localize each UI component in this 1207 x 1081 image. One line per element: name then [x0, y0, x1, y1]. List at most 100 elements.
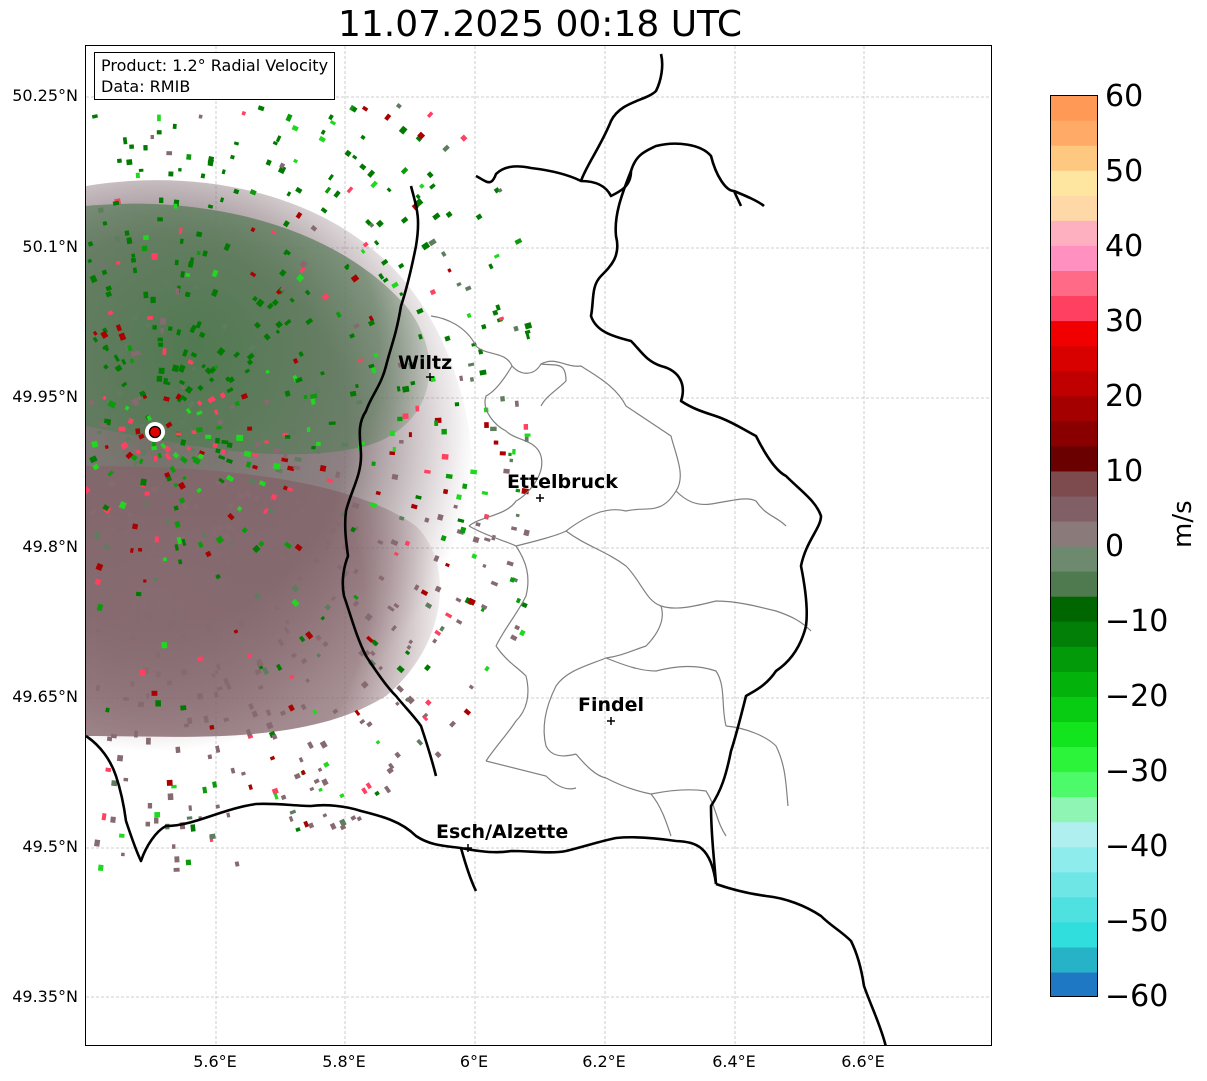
- radar-echo-pixel: [303, 394, 308, 400]
- radar-echo-pixel: [174, 856, 180, 863]
- colorbar-segment: [1050, 445, 1098, 472]
- lon-label: 6.2°E: [582, 1052, 626, 1071]
- radar-echo-pixel: [153, 455, 158, 462]
- radar-echo-pixel: [434, 751, 442, 759]
- radar-echo-pixel: [353, 594, 359, 600]
- radar-echo-pixel: [91, 440, 99, 448]
- colorbar-segment: [1050, 796, 1098, 823]
- radar-echo-pixel: [138, 168, 144, 172]
- radar-echo-pixel: [135, 591, 142, 597]
- radar-echo-pixel: [216, 347, 226, 357]
- radar-echo-pixel: [223, 557, 232, 567]
- colorbar-tick-label: 60: [1105, 79, 1144, 114]
- radar-echo-pixel: [257, 105, 265, 112]
- radar-echo-pixel: [108, 567, 116, 576]
- radar-echo-pixel: [419, 183, 425, 189]
- radar-echo-pixel: [335, 311, 342, 318]
- city-label-findel: Findel: [578, 694, 644, 716]
- radar-echo-pixel: [289, 297, 295, 303]
- radar-echo-pixel: [309, 393, 318, 400]
- radar-echo-pixel: [227, 502, 235, 510]
- radar-echo-pixel: [349, 104, 356, 112]
- radar-echo-pixel: [254, 495, 261, 501]
- radar-echo-pixel: [432, 212, 441, 221]
- colorbar-segment: [1050, 395, 1098, 422]
- radar-echo-pixel: [213, 691, 219, 698]
- radar-echo-pixel: [209, 524, 218, 533]
- radar-echo-pixel: [310, 225, 318, 232]
- radar-echo-pixel: [426, 111, 434, 119]
- radar-echo-pixel: [179, 419, 186, 425]
- radar-echo-pixel: [180, 668, 188, 676]
- radar-echo-pixel: [151, 486, 158, 492]
- radar-echo-pixel: [398, 515, 405, 521]
- radar-echo-pixel: [171, 610, 176, 616]
- radar-echo-pixel: [135, 172, 140, 179]
- radar-echo-pixel: [153, 562, 160, 570]
- radar-echo-pixel: [190, 824, 196, 832]
- radar-echo-pixel: [128, 601, 134, 608]
- colorbar-segment: [1050, 295, 1098, 322]
- colorbar-segment: [1050, 320, 1098, 347]
- radar-echo-pixel: [196, 250, 201, 256]
- radar-echo-pixel: [382, 277, 389, 283]
- radar-echo-pixel: [314, 494, 321, 502]
- radar-echo-pixel: [434, 629, 442, 637]
- radar-echo-pixel: [198, 331, 206, 339]
- radar-echo-pixel: [351, 502, 360, 510]
- radar-echo-pixel: [309, 786, 315, 792]
- radar-echo-pixel: [240, 771, 246, 776]
- radar-echo-pixel: [188, 613, 194, 620]
- radar-echo-pixel: [126, 237, 133, 245]
- radar-echo-pixel: [282, 432, 288, 437]
- colorbar-segment: [1050, 571, 1098, 597]
- radar-echo-pixel: [134, 605, 140, 612]
- radar-echo-pixel: [344, 149, 352, 157]
- radar-map[interactable]: Wiltz Ettelbruck Findel Esch/Alzette: [86, 46, 992, 1046]
- radar-echo-pixel: [277, 165, 287, 175]
- radar-echo-pixel: [324, 603, 332, 611]
- radar-echo-pixel: [444, 612, 453, 619]
- map-frame[interactable]: Wiltz Ettelbruck Findel Esch/Alzette: [85, 45, 992, 1046]
- radar-echo-pixel: [197, 541, 204, 549]
- radar-echo-pixel: [193, 284, 200, 291]
- radar-echo-pixel: [207, 156, 215, 164]
- radar-echo-pixel: [400, 166, 409, 175]
- radar-echo-pixel: [171, 784, 177, 789]
- radar-echo-pixel: [287, 465, 295, 472]
- radar-echo-pixel: [221, 169, 226, 175]
- radar-echo-pixel: [139, 422, 145, 429]
- radar-echo-pixel: [500, 396, 506, 402]
- colorbar-segment: [1050, 170, 1098, 196]
- radar-echo-pixel: [291, 598, 300, 608]
- radar-echo-pixel: [138, 701, 145, 707]
- radar-echo-pixel: [319, 465, 327, 472]
- radar-echo-pixel: [350, 526, 357, 533]
- radar-echo-pixel: [131, 635, 136, 640]
- radar-echo-pixel: [311, 445, 316, 450]
- radar-echo-pixel: [249, 525, 254, 531]
- radar-echo-pixel: [316, 653, 322, 658]
- colorbar-tick-label: −50: [1105, 904, 1169, 939]
- radar-echo-pixel: [271, 787, 279, 795]
- radar-echo-pixel: [92, 336, 99, 343]
- radar-echo-pixel: [481, 323, 487, 330]
- radar-echo-pixel: [106, 514, 112, 520]
- radar-echo-pixel: [225, 458, 233, 464]
- lat-label: 50.25°N: [12, 86, 78, 105]
- radar-echo-pixel: [275, 135, 282, 143]
- radar-echo-pixel: [217, 419, 223, 425]
- radar-echo-pixel: [434, 420, 439, 426]
- radar-echo-pixel: [498, 316, 505, 321]
- radar-echo-pixel: [424, 602, 433, 609]
- radar-echo-pixel: [316, 450, 320, 454]
- radar-echo-pixel: [96, 430, 102, 435]
- radar-echo-pixel: [515, 597, 521, 604]
- radar-echo-pixel: [288, 815, 294, 822]
- radar-echo-pixel: [95, 562, 104, 571]
- radar-echo-pixel: [176, 432, 182, 436]
- radar-echo-pixel: [136, 396, 142, 401]
- radar-echo-pixel: [404, 650, 411, 656]
- colorbar-tick-label: 40: [1105, 229, 1144, 264]
- radar-echo-pixel: [157, 217, 163, 222]
